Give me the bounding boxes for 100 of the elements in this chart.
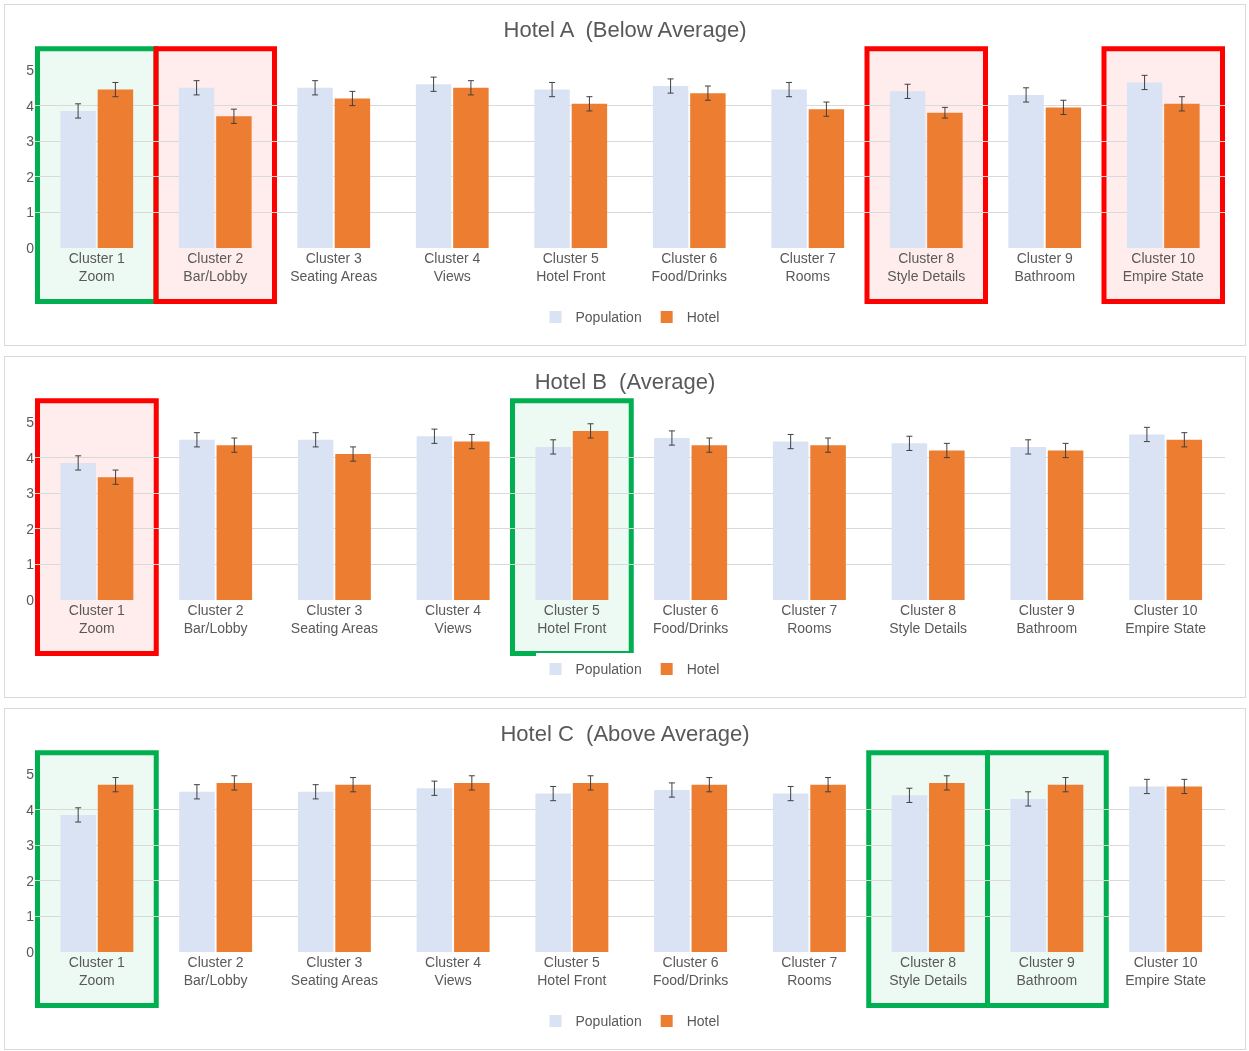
x-tick-label: Cluster 6 Food/Drinks	[651, 250, 727, 285]
x-tick-label: Cluster 2 Bar/Lobby	[183, 954, 248, 989]
y-tick-label: 0	[26, 943, 35, 960]
bar	[416, 436, 453, 600]
legend-label: Hotel	[686, 1013, 720, 1030]
y-tick-label: 2	[26, 168, 35, 185]
bar	[178, 87, 215, 248]
bar	[810, 445, 846, 600]
bar	[891, 443, 928, 600]
bar	[929, 450, 965, 600]
x-tick-label: Cluster 10 Empire State	[1125, 954, 1207, 989]
bar	[335, 784, 371, 952]
x-tick-label: Cluster 9 Bathroom	[1016, 954, 1078, 989]
bar	[453, 87, 489, 248]
bar	[1045, 107, 1082, 248]
bar	[415, 84, 452, 248]
bar	[97, 477, 134, 600]
bar	[771, 89, 807, 248]
bar	[60, 110, 96, 248]
bar	[454, 441, 490, 600]
y-tick-label: 0	[26, 239, 35, 256]
bar	[216, 116, 252, 248]
bar	[691, 445, 728, 600]
bar	[1126, 82, 1163, 248]
x-tick-label: Cluster 7 Rooms	[781, 954, 838, 989]
y-tick-label: 4	[26, 97, 35, 114]
x-tick-label: Cluster 3 Seating Areas	[290, 602, 378, 637]
bar	[60, 814, 96, 952]
bar	[889, 91, 926, 248]
x-tick-label: Cluster 2 Bar/Lobby	[183, 250, 248, 285]
x-tick-label: Cluster 3 Seating Areas	[290, 954, 378, 989]
bar	[535, 446, 571, 600]
bar	[1008, 94, 1044, 248]
x-tick-label: Cluster 5 Hotel Front	[536, 250, 606, 285]
y-tick-label: 3	[26, 133, 35, 150]
bar	[929, 782, 965, 952]
x-tick-label: Cluster 2 Bar/Lobby	[183, 602, 248, 637]
bar	[572, 782, 609, 952]
bar	[1047, 450, 1084, 600]
bar	[652, 86, 689, 248]
x-tick-label: Cluster 3 Seating Areas	[290, 250, 378, 285]
y-tick-label: 4	[26, 801, 35, 818]
x-tick-label: Cluster 4 Views	[425, 602, 482, 637]
bar	[691, 784, 728, 952]
chart-title: Hotel A (Below Average)	[503, 17, 747, 43]
bar	[416, 788, 453, 952]
bar	[1166, 786, 1203, 952]
bar	[1166, 439, 1203, 600]
bar	[1164, 103, 1200, 248]
bar	[534, 89, 570, 248]
x-tick-label: Cluster 10 Empire State	[1122, 250, 1204, 285]
bar	[1010, 446, 1046, 600]
bar	[454, 782, 490, 952]
bar	[690, 93, 726, 248]
y-tick-label: 4	[26, 449, 35, 466]
y-tick-label: 3	[26, 837, 35, 854]
x-tick-label: Cluster 10 Empire State	[1125, 602, 1207, 637]
x-tick-label: Cluster 5 Hotel Front	[537, 602, 607, 637]
bar	[535, 793, 571, 952]
bar	[891, 795, 928, 952]
x-tick-label: Cluster 8 Style Details	[887, 250, 966, 285]
legend-label: Hotel	[686, 309, 720, 326]
bar	[654, 790, 690, 952]
y-tick-label: 5	[26, 61, 35, 78]
bar	[334, 98, 371, 248]
bar	[60, 462, 96, 600]
y-tick-label: 5	[26, 765, 35, 782]
bar	[572, 430, 609, 600]
x-tick-label: Cluster 4 Views	[425, 954, 482, 989]
x-tick-label: Cluster 6 Food/Drinks	[652, 954, 729, 989]
bar	[810, 784, 846, 952]
bar	[1129, 786, 1165, 952]
y-tick-label: 2	[26, 872, 35, 889]
y-tick-label: 1	[26, 556, 35, 573]
bar	[654, 438, 690, 600]
bar	[772, 793, 809, 952]
x-tick-label: Cluster 9 Bathroom	[1016, 602, 1078, 637]
x-tick-label: Cluster 9 Bathroom	[1014, 250, 1076, 285]
x-tick-label: Cluster 6 Food/Drinks	[652, 602, 729, 637]
bar	[97, 784, 134, 952]
x-tick-label: Cluster 1 Zoom	[68, 602, 126, 637]
bar	[297, 439, 334, 600]
x-tick-label: Cluster 8 Style Details	[889, 602, 968, 637]
bar	[1129, 434, 1165, 600]
x-tick-label: Cluster 4 Views	[424, 250, 481, 285]
bar	[1010, 798, 1046, 952]
bar	[1047, 784, 1084, 952]
bar	[97, 89, 134, 248]
x-tick-label: Cluster 8 Style Details	[889, 954, 968, 989]
x-tick-label: Cluster 7 Rooms	[779, 250, 836, 285]
chart-title: Hotel C (Above Average)	[500, 721, 750, 747]
y-tick-label: 0	[26, 591, 35, 608]
bar	[571, 103, 608, 248]
legend-label: Population	[575, 309, 642, 326]
x-tick-label: Cluster 1 Zoom	[68, 954, 126, 989]
y-tick-label: 1	[26, 204, 35, 221]
bar	[335, 454, 371, 600]
bar	[297, 87, 333, 248]
bar	[179, 439, 215, 600]
y-tick-label: 5	[26, 413, 35, 430]
